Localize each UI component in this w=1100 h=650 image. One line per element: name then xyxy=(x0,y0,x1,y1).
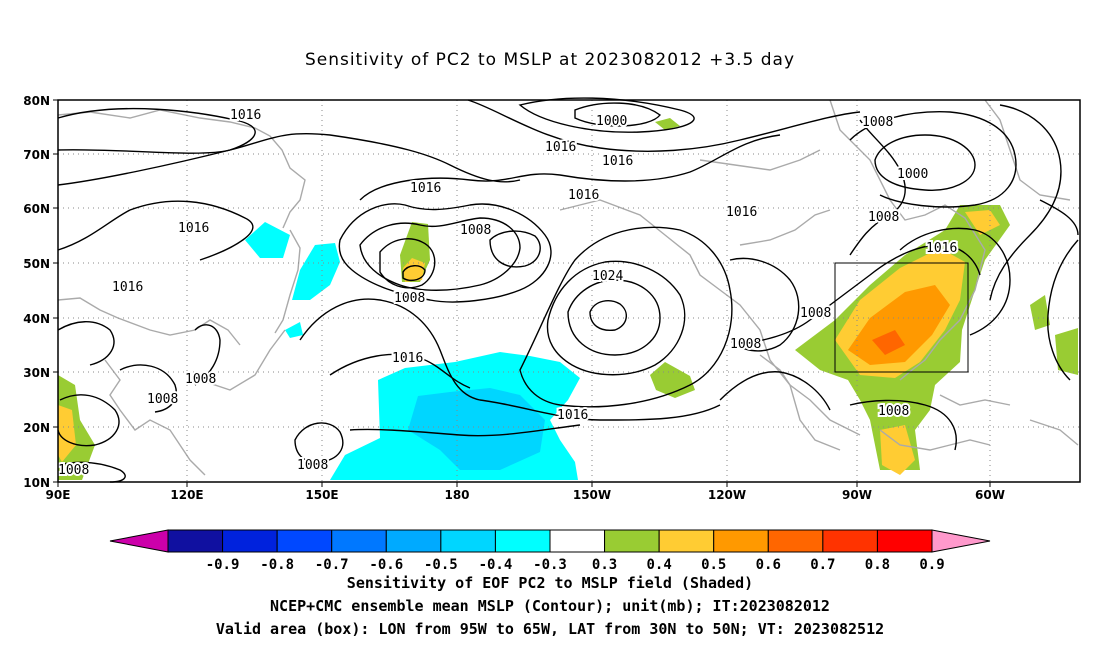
contour-label: 1008 xyxy=(730,337,761,352)
pos-shade-west-core xyxy=(58,405,76,462)
contour-label-extra: 1016 xyxy=(926,241,957,256)
lat-label: 60N xyxy=(23,202,50,216)
neg-shade-kamchatka xyxy=(245,222,290,258)
colorbar-label: -0.3 xyxy=(533,557,567,573)
lat-label: 70N xyxy=(23,148,50,162)
valid-area-box xyxy=(834,262,969,373)
contour-label: 1008 xyxy=(185,372,216,387)
contour-label-extra: 1008 xyxy=(878,404,909,419)
contour-label: 1016 xyxy=(230,108,261,123)
colorbar-segment xyxy=(276,529,333,553)
colorbar-segment xyxy=(713,529,769,553)
colorbar-label: 0.3 xyxy=(592,557,617,573)
pos-shade-south xyxy=(880,425,915,475)
colorbar-label: 0.5 xyxy=(701,557,726,573)
lon-label: 60W xyxy=(975,488,1005,502)
colorbar-label: 0.9 xyxy=(919,557,944,573)
lat-labels: 80N 70N 60N 50N 40N 30N 20N 10N xyxy=(23,94,50,490)
colorbar-segment xyxy=(385,529,442,553)
colorbar-label: -0.7 xyxy=(315,557,349,573)
contour-label: 1024 xyxy=(592,269,623,284)
colorbar-segment xyxy=(604,529,660,553)
colorbar-label: 0.7 xyxy=(810,557,835,573)
tick-marks xyxy=(53,99,991,487)
contour-label: 1008 xyxy=(394,291,425,306)
pos-shade-na-core xyxy=(848,285,950,365)
neg-shade-core xyxy=(408,388,545,470)
colorbar-segment xyxy=(167,529,224,553)
contour-label: 1000 xyxy=(897,167,928,182)
colorbar-label: -0.6 xyxy=(369,557,403,573)
contour-label: 1016 xyxy=(726,205,757,220)
coastlines xyxy=(57,99,1079,476)
colorbar: -0.9 -0.8 -0.7 -0.6 -0.5 -0.4 -0.3 0.3 0.4 0.5 0.6… xyxy=(109,529,991,573)
colorbar-label: 0.4 xyxy=(646,557,671,573)
pos-shade-small1 xyxy=(655,118,680,130)
pos-shade-small2 xyxy=(650,362,695,398)
lon-label: 90E xyxy=(46,488,71,502)
lat-label: 10N xyxy=(23,476,50,490)
colorbar-label: -0.4 xyxy=(479,557,513,573)
pos-shade-pacific-core xyxy=(403,258,425,282)
contour-label: 1016 xyxy=(545,140,576,155)
contour-label: 1000 xyxy=(596,114,627,129)
pos-shade-na-ne xyxy=(965,210,1000,235)
colorbar-segment xyxy=(440,529,496,553)
contour-label: 1016 xyxy=(410,181,441,196)
caption-line-3: Valid area (box): LON from 95W to 65W, L… xyxy=(215,620,885,638)
caption-line-1: Sensitivity of EOF PC2 to MSLP field (Sh… xyxy=(346,574,754,592)
pos-shade-east2 xyxy=(1055,328,1078,375)
contour-label: 1008 xyxy=(147,392,178,407)
lon-label: 120W xyxy=(708,488,746,502)
map-frame xyxy=(57,99,1081,483)
lat-label: 40N xyxy=(23,312,50,326)
colorbar-segment xyxy=(876,529,933,553)
neg-shade-japan xyxy=(292,243,340,300)
pos-shade-na-red xyxy=(872,330,905,355)
lon-label: 180 xyxy=(444,488,469,502)
contour-label: 1016 xyxy=(568,188,599,203)
contour-label: 1008 xyxy=(297,458,328,473)
colorbar-segment xyxy=(331,529,387,553)
colorbar-label: -0.9 xyxy=(206,557,240,573)
lon-label: 120E xyxy=(170,488,203,502)
colorbar-segment xyxy=(822,529,878,553)
colorbar-segment xyxy=(549,529,606,553)
contour-label: 1008 xyxy=(800,306,831,321)
caption-line-2: NCEP+CMC ensemble mean MSLP (Contour); u… xyxy=(270,597,830,615)
contour-label: 1016 xyxy=(392,351,423,366)
mslp-contours xyxy=(57,97,1079,483)
map-title: Sensitivity of PC2 to MSLP at 2023082012… xyxy=(304,50,796,70)
colorbar-end-high xyxy=(931,529,991,553)
lat-label: 20N xyxy=(23,421,50,435)
colorbar-label: -0.5 xyxy=(424,557,458,573)
lon-label: 150E xyxy=(305,488,338,502)
lon-label: 150W xyxy=(573,488,611,502)
colorbar-segment xyxy=(222,529,278,553)
lon-label: 90W xyxy=(842,488,872,502)
colorbar-label: -0.8 xyxy=(260,557,294,573)
lat-label: 30N xyxy=(23,366,50,380)
colorbar-segment xyxy=(658,529,715,553)
lat-label: 50N xyxy=(23,257,50,271)
contour-label: 1016 xyxy=(178,221,209,236)
contour-label: 1016 xyxy=(557,408,588,423)
lat-label: 80N xyxy=(23,94,50,108)
contour-label: 1008 xyxy=(460,223,491,238)
colorbar-segment xyxy=(767,529,824,553)
colorbar-end-low xyxy=(109,529,169,553)
contour-label: 1008 xyxy=(58,463,89,478)
lon-labels: 90E 120E 150E 180 150W 120W 90W 60W xyxy=(46,488,1005,502)
colorbar-segment xyxy=(494,529,551,553)
neg-shade-small1 xyxy=(285,322,303,338)
contour-label: 1008 xyxy=(868,210,899,225)
colorbar-label: 0.8 xyxy=(865,557,890,573)
contour-label: 1016 xyxy=(112,280,143,295)
contour-label: 1008 xyxy=(862,115,893,130)
contour-label: 1016 xyxy=(602,154,633,169)
contour-labels: 1016 1016 1016 1016 1016 1016 1016 1016 … xyxy=(56,106,959,480)
pos-shade-east1 xyxy=(1030,295,1050,330)
colorbar-label: 0.6 xyxy=(756,557,781,573)
